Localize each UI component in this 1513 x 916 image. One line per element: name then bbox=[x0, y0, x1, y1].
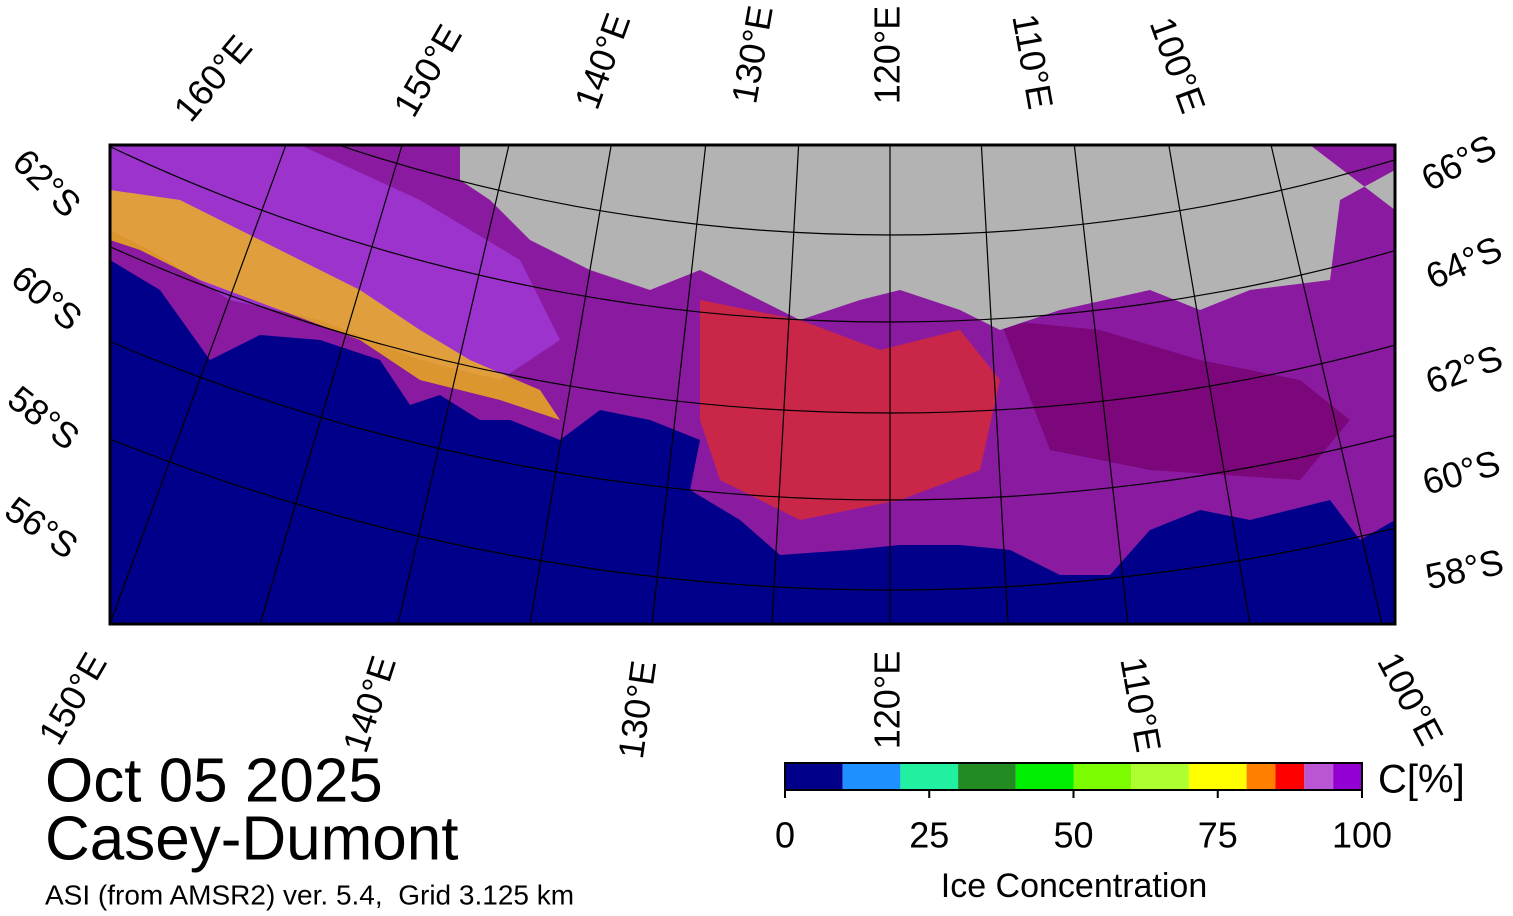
graticule-label: 60°S bbox=[1418, 442, 1505, 503]
colorbar-tick-label: 100 bbox=[1332, 815, 1392, 856]
colorbar-segment bbox=[1333, 763, 1362, 790]
map-frame bbox=[108, 143, 1397, 626]
colorbar-segment bbox=[958, 763, 1016, 790]
graticule-label: 62°S bbox=[1420, 337, 1508, 402]
graticule-label: 100°E bbox=[1369, 645, 1451, 751]
graticule-label: 120°E bbox=[867, 651, 908, 749]
colorbar-segment bbox=[842, 763, 901, 790]
graticule-label: 60°S bbox=[4, 257, 90, 339]
graticule-label: 58°S bbox=[1422, 541, 1507, 597]
graticule-label: 58°S bbox=[0, 377, 87, 458]
source: ASI (from AMSR2) ver. 5.4, Grid 3.125 km bbox=[45, 879, 574, 910]
ice-edge-patch bbox=[110, 190, 560, 420]
colorbar-title: Ice Concentration bbox=[941, 867, 1208, 905]
graticule-label: 62°S bbox=[5, 141, 89, 225]
sea-ice-patch bbox=[110, 145, 560, 380]
colorbar: 0 25 50 75 100 bbox=[775, 762, 1392, 856]
graticule-label: 64°S bbox=[1420, 228, 1508, 297]
colorbar-segment bbox=[1275, 763, 1305, 790]
graticule-label: 66°S bbox=[1414, 126, 1503, 199]
graticule-label: 100°E bbox=[1142, 12, 1214, 119]
graticule-label: 150°E bbox=[385, 18, 470, 124]
graticule-label: 130°E bbox=[723, 2, 780, 106]
colorbar-tick-label: 50 bbox=[1053, 815, 1093, 856]
colorbar-segment bbox=[900, 763, 959, 790]
graticule-label: 56°S bbox=[0, 488, 86, 567]
colorbar-segment bbox=[1188, 763, 1247, 790]
colorbar-segment bbox=[1073, 763, 1132, 790]
colorbar-tick-label: 75 bbox=[1198, 815, 1238, 856]
graticule bbox=[110, 145, 1395, 624]
graticule-label: 140°E bbox=[566, 8, 638, 115]
ice-patch bbox=[1000, 320, 1350, 480]
colorbar-segment bbox=[1015, 763, 1074, 790]
graticule-label: 150°E bbox=[30, 646, 115, 752]
graticule-label: 110°E bbox=[1004, 11, 1061, 112]
colorbar-segment bbox=[1304, 763, 1334, 790]
colorbar-segment bbox=[1246, 763, 1276, 790]
graticule-label: 130°E bbox=[610, 658, 664, 761]
colorbar-unit: C[%] bbox=[1378, 758, 1465, 802]
graticule-label: 140°E bbox=[334, 651, 403, 757]
land bbox=[460, 145, 1395, 330]
colorbar-tick-label: 0 bbox=[775, 815, 795, 856]
ice-patch bbox=[700, 300, 1000, 520]
graticule-label: 110°E bbox=[1112, 654, 1169, 755]
graticule-label: 120°E bbox=[867, 6, 908, 104]
colorbar-segment bbox=[785, 763, 843, 790]
date: Oct 05 2025 bbox=[45, 746, 383, 815]
colorbar-tick-label: 25 bbox=[909, 815, 949, 856]
map bbox=[110, 145, 1395, 624]
graticule-label: 160°E bbox=[165, 27, 260, 129]
region: Casey-Dumont bbox=[45, 804, 458, 873]
colorbar-segment bbox=[1131, 763, 1189, 790]
